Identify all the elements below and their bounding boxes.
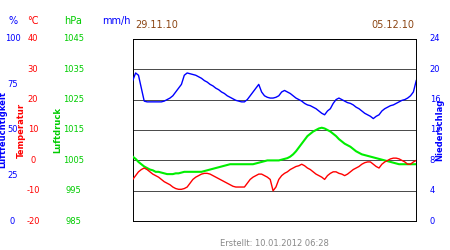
Text: 05.12.10: 05.12.10 xyxy=(371,20,414,30)
Text: 20: 20 xyxy=(430,65,440,74)
Text: 30: 30 xyxy=(27,65,38,74)
Text: 4: 4 xyxy=(430,186,435,195)
Text: Luftdruck: Luftdruck xyxy=(53,107,62,153)
Text: 8: 8 xyxy=(430,156,435,165)
Text: 0: 0 xyxy=(430,217,435,226)
Text: 75: 75 xyxy=(7,80,18,89)
Text: 16: 16 xyxy=(430,95,441,104)
Text: 995: 995 xyxy=(66,186,81,195)
Text: mm/h: mm/h xyxy=(102,16,130,26)
Text: 0: 0 xyxy=(30,156,36,165)
Text: 40: 40 xyxy=(27,34,38,43)
Text: 29.11.10: 29.11.10 xyxy=(135,20,178,30)
Text: °C: °C xyxy=(27,16,39,26)
Text: 1035: 1035 xyxy=(63,65,84,74)
Text: 12: 12 xyxy=(430,126,440,134)
Text: 0: 0 xyxy=(10,217,15,226)
Text: 1015: 1015 xyxy=(63,126,84,134)
Text: -20: -20 xyxy=(26,217,40,226)
Text: 20: 20 xyxy=(27,95,38,104)
Text: Temperatur: Temperatur xyxy=(17,102,26,158)
Text: 1045: 1045 xyxy=(63,34,84,43)
Text: 10: 10 xyxy=(27,126,38,134)
Text: 25: 25 xyxy=(7,171,18,180)
Text: %: % xyxy=(8,16,17,26)
Text: 1025: 1025 xyxy=(63,95,84,104)
Text: Luftfeuchtigkeit: Luftfeuchtigkeit xyxy=(0,92,8,168)
Text: 24: 24 xyxy=(430,34,440,43)
Text: 100: 100 xyxy=(4,34,21,43)
Text: Niederschlag: Niederschlag xyxy=(435,99,444,161)
Text: hPa: hPa xyxy=(64,16,82,26)
Text: 985: 985 xyxy=(65,217,81,226)
Text: 50: 50 xyxy=(7,126,18,134)
Text: 1005: 1005 xyxy=(63,156,84,165)
Text: -10: -10 xyxy=(26,186,40,195)
Text: Erstellt: 10.01.2012 06:28: Erstellt: 10.01.2012 06:28 xyxy=(220,238,329,248)
